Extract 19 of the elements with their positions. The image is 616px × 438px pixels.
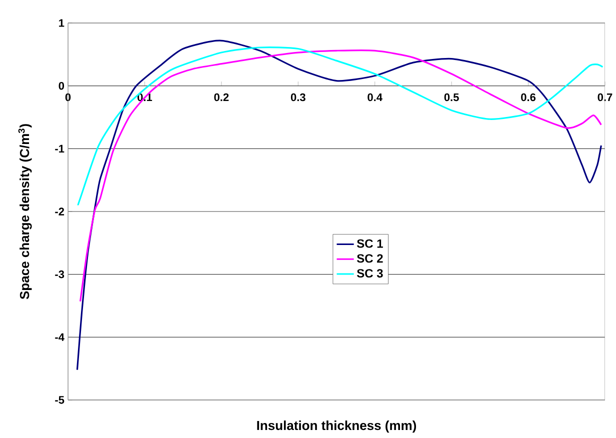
- x-axis-title: Insulation thickness (mm): [257, 420, 416, 433]
- legend-label: SC 1: [356, 239, 383, 248]
- y-axis-title: Space charge density (C/m$^{3}$): [18, 124, 32, 300]
- y-tick-label: -1: [55, 144, 64, 152]
- y-tick-label: -2: [55, 208, 64, 216]
- x-tick-label: 0.6: [521, 93, 536, 102]
- x-tick-label: 0: [65, 93, 71, 102]
- x-tick-label: 0.7: [598, 93, 612, 102]
- y-tick-label: 1: [59, 19, 64, 27]
- x-tick-label: 0.4: [368, 93, 382, 102]
- x-tick-label: 0.2: [214, 93, 229, 102]
- y-tick-label: -4: [55, 333, 64, 341]
- legend-label: SC 3: [356, 269, 383, 278]
- y-tick-label: -3: [55, 270, 64, 278]
- y-tick-label: -5: [55, 396, 64, 404]
- legend-label: SC 2: [356, 254, 383, 263]
- x-tick-label: 0.5: [444, 93, 459, 102]
- x-tick-label: 0.3: [290, 93, 306, 102]
- y-tick-label: 0: [58, 82, 64, 90]
